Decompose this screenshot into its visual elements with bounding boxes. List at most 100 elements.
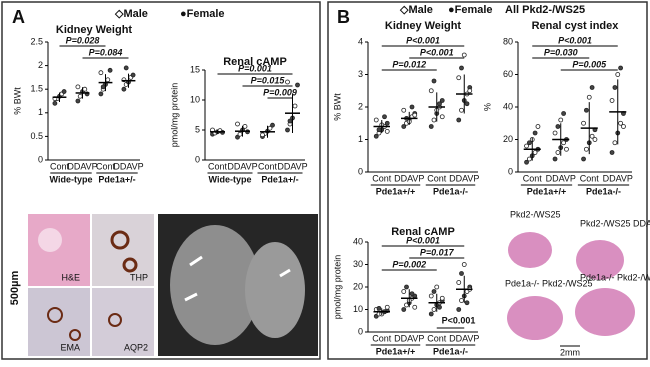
legend-entry: All Pkd2-/WS25 [505,4,585,16]
group-label: Pde1a+/+ [376,346,416,356]
y-tick-label: 2 [358,101,363,111]
comparison-label: P=0.002 [392,259,426,269]
data-point [242,124,248,129]
x-tick-label: DDAVP [394,333,424,343]
x-tick-label: DDAVP [227,161,257,171]
y-axis-label: % BWt [12,87,22,115]
data-point [384,128,390,134]
scale-bar-label: 500µm [9,271,21,306]
x-tick-label: DDAVP [67,161,97,171]
data-point [459,107,464,113]
data-point [428,124,434,129]
y-tick-label: 0.5 [30,131,43,141]
data-point [464,101,470,107]
group-label: Pde1a+/- [261,174,298,184]
data-point [98,91,104,97]
y-tick-label: 3 [358,69,363,79]
x-tick-label: DDAVP [277,161,307,171]
data-point [589,85,595,90]
data-point [461,52,467,58]
y-tick-label: 40 [353,236,363,246]
comparison-label: P<0.001 [442,315,476,325]
panel-label: B [337,7,350,27]
data-point [107,67,113,73]
data-point [123,65,129,71]
data-point [609,150,615,155]
chart-title: Renal cAMP [391,226,455,238]
data-point [285,79,290,85]
legend-entry: ●Female [448,4,493,16]
comparison-label: P<0.001 [406,235,440,245]
data-point [105,77,111,83]
group-label: Pde1a+/+ [527,186,567,196]
data-point [524,159,529,165]
y-axis-label: pmol/mg protein [332,255,342,320]
data-point [75,84,81,90]
data-point [82,86,88,92]
histology-sections [507,232,635,340]
data-point [621,124,626,129]
data-point [401,289,407,294]
data-point [524,143,529,149]
data-point [618,120,623,126]
data-point [401,124,407,129]
histology-label: Pde1a-/- Pkd2-/WS25 [505,278,593,288]
data-point [376,127,382,133]
y-tick-label: 0 [508,166,513,176]
data-point [561,111,566,116]
comparison-label: P=0.009 [263,87,297,97]
data-point [382,114,387,120]
y-tick-label: 30 [353,259,363,269]
data-point [428,311,434,317]
data-point [532,130,538,136]
data-point [412,304,418,310]
y-tick-label: 5 [195,124,200,134]
data-point [459,271,464,276]
data-point [270,122,275,128]
data-point [431,289,437,294]
data-point [376,305,382,311]
data-point [237,131,243,137]
histology-label: Pde1a-/- Pkd2-/WS25 DDAVP [580,272,650,282]
data-point [581,156,586,162]
y-tick-label: 4 [358,36,363,46]
legend-entry: ●Female [180,8,225,20]
data-point [561,140,566,146]
y-tick-label: 20 [503,134,513,144]
data-point [589,133,595,139]
data-point [456,307,462,312]
data-point [52,100,58,106]
panel-b-frame [327,1,648,360]
data-point [384,120,390,126]
data-point [130,72,136,78]
comparison-label: P=0.084 [89,47,123,57]
stain-label: THP [130,272,148,282]
comparison-label: P=0.001 [238,63,272,73]
data-point [555,124,561,129]
x-tick-label: Cont [580,173,600,183]
y-tick-label: 2.5 [30,36,43,46]
data-point [612,85,618,90]
data-point [584,107,589,113]
y-axis-label: % [482,103,492,111]
comparison-label: P=0.005 [572,59,607,69]
x-tick-label: Cont [427,173,447,183]
y-tick-label: 10 [353,304,363,314]
group-label: Pde1a-/- [433,186,468,196]
data-point [431,117,437,123]
data-point [527,156,532,162]
y-tick-label: 0 [38,154,43,164]
data-point [532,150,538,155]
group-label: Wide-type [50,174,93,184]
x-tick-label: DDAVP [113,161,143,171]
data-point [295,82,300,88]
data-point [121,86,127,92]
stain-label: EMA [60,342,80,352]
data-point [527,140,532,146]
data-point [464,300,470,306]
data-point [461,262,467,267]
group-label: Pde1a+/+ [376,186,416,196]
x-tick-label: Cont [372,173,392,183]
data-point [586,94,592,100]
x-tick-label: Cont [208,161,228,171]
